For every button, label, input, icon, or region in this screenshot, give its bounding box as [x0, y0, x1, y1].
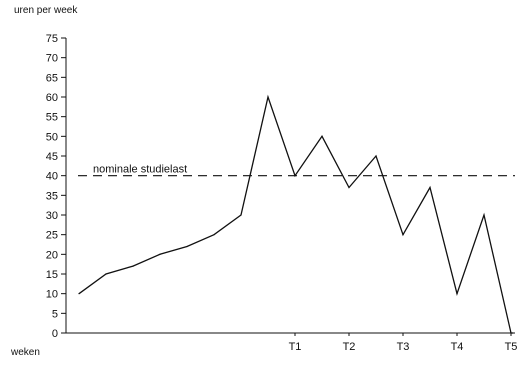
y-tick-label: 55	[46, 112, 58, 124]
data-point	[375, 155, 377, 157]
y-tick-label: 20	[46, 249, 58, 261]
y-axis-title: uren per week	[14, 5, 78, 16]
y-axis: 0 5 10 15 20 25 30 35 40 45 50 55 60 65 70 75	[46, 33, 67, 340]
x-tick-label: T4	[451, 341, 464, 353]
reference-line-group: nominale studielast	[78, 164, 515, 177]
data-point	[512, 332, 514, 334]
x-ticks: T1 T2 T3 T4 T5	[289, 333, 518, 353]
y-tick-label: 65	[46, 72, 58, 84]
y-tick-label: 60	[46, 92, 58, 104]
y-tick-label: 35	[46, 190, 58, 202]
y-tick-label: 75	[46, 33, 58, 45]
data-point	[78, 293, 80, 295]
y-tick-label: 25	[46, 230, 58, 242]
y-tick-label: 10	[46, 289, 58, 301]
y-tick-label: 50	[46, 131, 58, 143]
y-tick-label: 40	[46, 171, 58, 183]
data-point	[267, 96, 269, 98]
x-tick-label: T5	[505, 341, 518, 353]
x-axis-title: weken	[11, 347, 40, 358]
data-point	[132, 265, 134, 267]
data-point	[159, 253, 161, 255]
y-tick-label: 70	[46, 53, 58, 65]
data-point	[240, 214, 242, 216]
x-tick-label: T1	[289, 341, 302, 353]
y-ticks: 0 5 10 15 20 25 30 35 40 45 50 55 60 65 70 75	[46, 33, 66, 340]
data-point	[321, 135, 323, 137]
x-tick-label: T2	[343, 341, 356, 353]
data-point	[456, 293, 458, 295]
data-point	[402, 234, 404, 236]
data-point	[348, 186, 350, 189]
series-line	[78, 94, 513, 334]
y-tick-label: 30	[46, 210, 58, 222]
x-axis: T1 T2 T3 T4 T5	[66, 332, 518, 353]
y-tick-label: 0	[52, 328, 58, 340]
y-tick-label: 15	[46, 269, 58, 281]
nominal-load-label: nominale studielast	[93, 164, 187, 176]
data-point	[483, 214, 485, 216]
data-point	[213, 234, 215, 236]
data-point	[510, 332, 512, 334]
x-tick-label: T3	[397, 341, 410, 353]
data-point	[186, 245, 188, 248]
data-point	[105, 273, 107, 275]
series-group	[78, 94, 514, 334]
y-tick-label: 5	[52, 308, 58, 320]
y-tick-label: 45	[46, 151, 58, 163]
data-point	[294, 175, 296, 177]
data-point	[429, 186, 431, 189]
